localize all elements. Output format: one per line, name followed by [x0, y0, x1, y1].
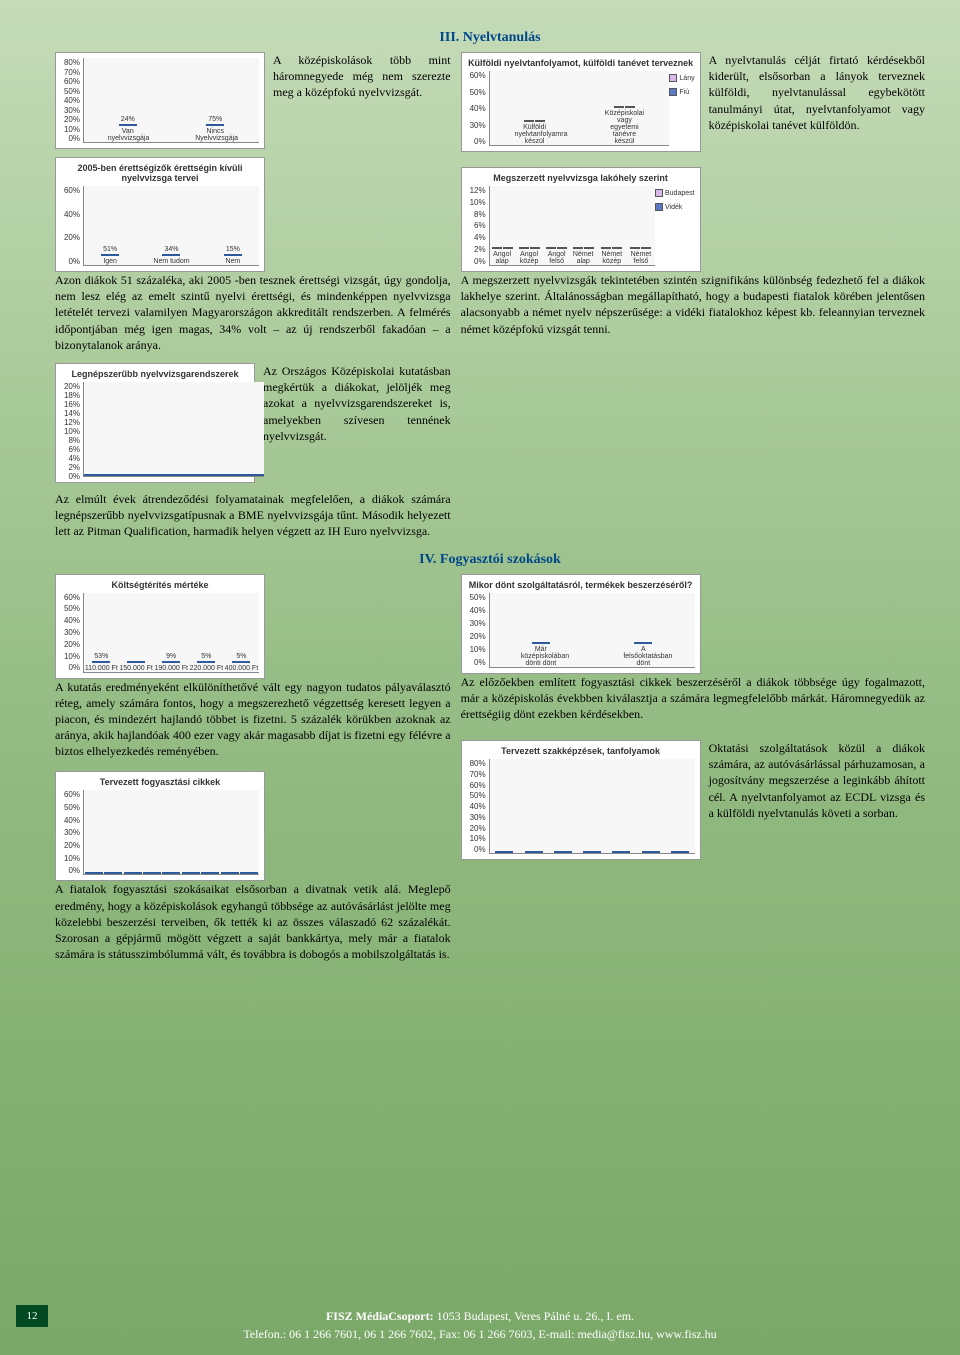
- para3b: Az elmúlt évek átrendeződési folyamatain…: [55, 491, 451, 540]
- chart-szakkepzesek: Tervezett szakképzések, tanfolyamok 80%7…: [461, 740, 701, 860]
- footer-brand: FISZ MédiaCsoport:: [326, 1309, 434, 1323]
- para2-full: Azon diákok 51 százaléka, aki 2005 -ben …: [55, 272, 451, 353]
- para1: A középiskolások több mint háromnegyede …: [273, 52, 451, 101]
- footer: FISZ MédiaCsoport: 1053 Budapest, Veres …: [0, 1307, 960, 1343]
- para4r2: Oktatási szolgáltatások közül a diákok s…: [709, 740, 925, 821]
- para4b: A fiatalok fogyasztási szokásaikat elsős…: [55, 881, 451, 962]
- footer-addr: 1053 Budapest, Veres Pálné u. 26., I. em…: [434, 1309, 634, 1323]
- chartr2-title: Megszerzett nyelvvizsga lakóhely szerint: [467, 173, 695, 183]
- chart3-title: Legnépszerűbb nyelvvizsgarendszerek: [61, 369, 249, 379]
- chart-fogyasztasi-cikkek: Tervezett fogyasztási cikkek 60%50%40%30…: [55, 771, 265, 881]
- chart4r1-title: Mikor dönt szolgáltatásról, termékek bes…: [467, 580, 695, 590]
- chart-kulfoldi-tanulas: Külföldi nyelvtanfolyamot, külföldi tané…: [461, 52, 701, 152]
- para-r2: A megszerzett nyelvvizsgák tekintetében …: [461, 272, 925, 337]
- para-r1: A nyelvtanulás célját firtató kérdésekbő…: [709, 52, 925, 133]
- chart-koltsegterites: Költségtérítés mértéke 60%50%40%30%20%10…: [55, 574, 265, 679]
- chart-erettsegi-tervek: 2005-ben érettségizők érettségin kívüli …: [55, 157, 265, 272]
- chart4a-title: Költségtérítés mértéke: [61, 580, 259, 590]
- section3-title: III. Nyelvtanulás: [55, 30, 925, 46]
- para4a: A kutatás eredményeként elkülöníthetővé …: [55, 679, 451, 760]
- chart-lakohely-szerint: Megszerzett nyelvvizsga lakóhely szerint…: [461, 167, 701, 272]
- footer-contact: Telefon.: 06 1 266 7601, 06 1 266 7602, …: [0, 1325, 960, 1343]
- chart-mikor-dont: Mikor dönt szolgáltatásról, termékek bes…: [461, 574, 701, 674]
- chartr1-title: Külföldi nyelvtanfolyamot, külföldi tané…: [467, 58, 695, 68]
- chart-nyelvvizsgarendszerek: Legnépszerűbb nyelvvizsgarendszerek 20%1…: [55, 363, 255, 483]
- chart2-title: 2005-ben érettségizők érettségin kívüli …: [61, 163, 259, 183]
- chart4r2-title: Tervezett szakképzések, tanfolyamok: [467, 746, 695, 756]
- para3: Az Országos Középiskolai kutatásban megk…: [263, 363, 451, 444]
- chart-nyelvvizsga-arany: 80%70%60%50%40%30%20%10%0% 24%Van nyelvv…: [55, 52, 265, 149]
- section4-title: IV. Fogyasztói szokások: [55, 552, 925, 568]
- chart4b-title: Tervezett fogyasztási cikkek: [61, 777, 259, 787]
- para4r1: Az előzőekben említett fogyasztási cikke…: [461, 674, 925, 723]
